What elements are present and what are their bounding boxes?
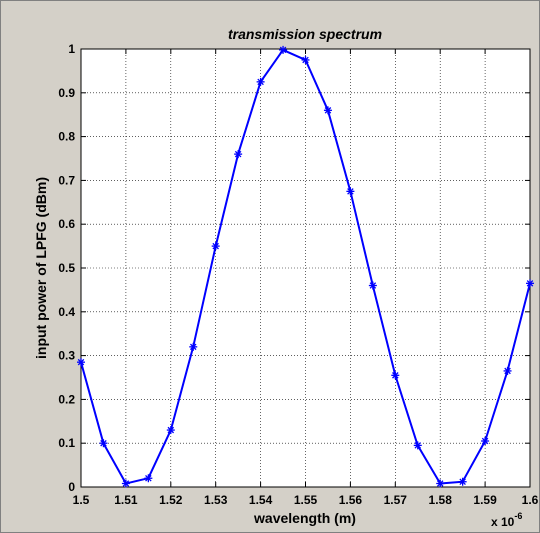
y-tick-label: 0.6 [58,217,75,231]
data-point-marker [413,441,422,450]
chart-title: transmission spectrum [228,26,382,42]
data-point-marker [77,358,85,367]
data-point-marker [481,437,490,446]
x-tick-label: 1.53 [204,493,228,507]
x-tick-label: 1.51 [114,493,138,507]
axis-ticks [80,48,531,488]
x-axis-label: wavelength (m) [253,510,356,526]
y-tick-label: 0.5 [58,261,75,275]
x-exponent-label: x 10-6 [491,511,522,529]
data-series [77,45,534,488]
data-point-marker [121,479,130,488]
y-tick-label: 0.8 [58,130,75,144]
y-tick-labels: 0 0.1 0.2 0.3 0.4 0.5 0.6 0.7 0.8 0.9 1 [58,42,75,494]
data-point-marker [189,342,198,351]
grid-lines [81,49,530,487]
y-tick-label: 0.9 [58,86,75,100]
y-axis-label: input power of LPFG (dBm) [33,177,49,359]
y-tick-label: 0.1 [58,436,75,450]
data-point-marker [234,150,243,159]
x-exponent-power: -6 [514,511,522,521]
y-tick-label: 0 [68,480,75,494]
x-tick-label: 1.56 [339,493,363,507]
x-tick-label: 1.58 [429,493,453,507]
data-point-marker [346,187,355,196]
y-tick-label: 1 [68,42,75,56]
data-point-marker [503,366,512,375]
x-tick-label: 1.55 [294,493,318,507]
x-tick-label: 1.6 [522,493,539,507]
x-tick-labels: 1.5 1.51 1.52 1.53 1.54 1.55 1.56 1.57 1.58 1.59 1… [73,493,539,507]
data-point-marker [368,281,377,290]
y-tick-label: 0.4 [58,305,75,319]
data-point-marker [391,371,400,380]
data-point-marker [301,55,310,64]
data-point-marker [256,77,265,86]
x-exponent-base: x 10 [491,515,515,529]
data-point-marker [323,106,332,115]
y-tick-label: 0.2 [58,392,75,406]
data-point-marker [144,474,153,483]
data-point-marker [99,439,108,448]
x-tick-label: 1.57 [384,493,408,507]
y-tick-label: 0.3 [58,349,75,363]
data-point-marker [526,279,534,288]
data-point-marker [436,479,445,488]
y-tick-label: 0.7 [58,173,75,187]
x-tick-label: 1.52 [159,493,183,507]
x-tick-label: 1.5 [73,493,90,507]
x-tick-label: 1.59 [473,493,497,507]
data-point-marker [166,426,175,435]
data-point-marker [279,45,288,54]
x-tick-label: 1.54 [249,493,273,507]
data-point-marker [458,477,467,486]
data-point-marker [211,242,220,251]
